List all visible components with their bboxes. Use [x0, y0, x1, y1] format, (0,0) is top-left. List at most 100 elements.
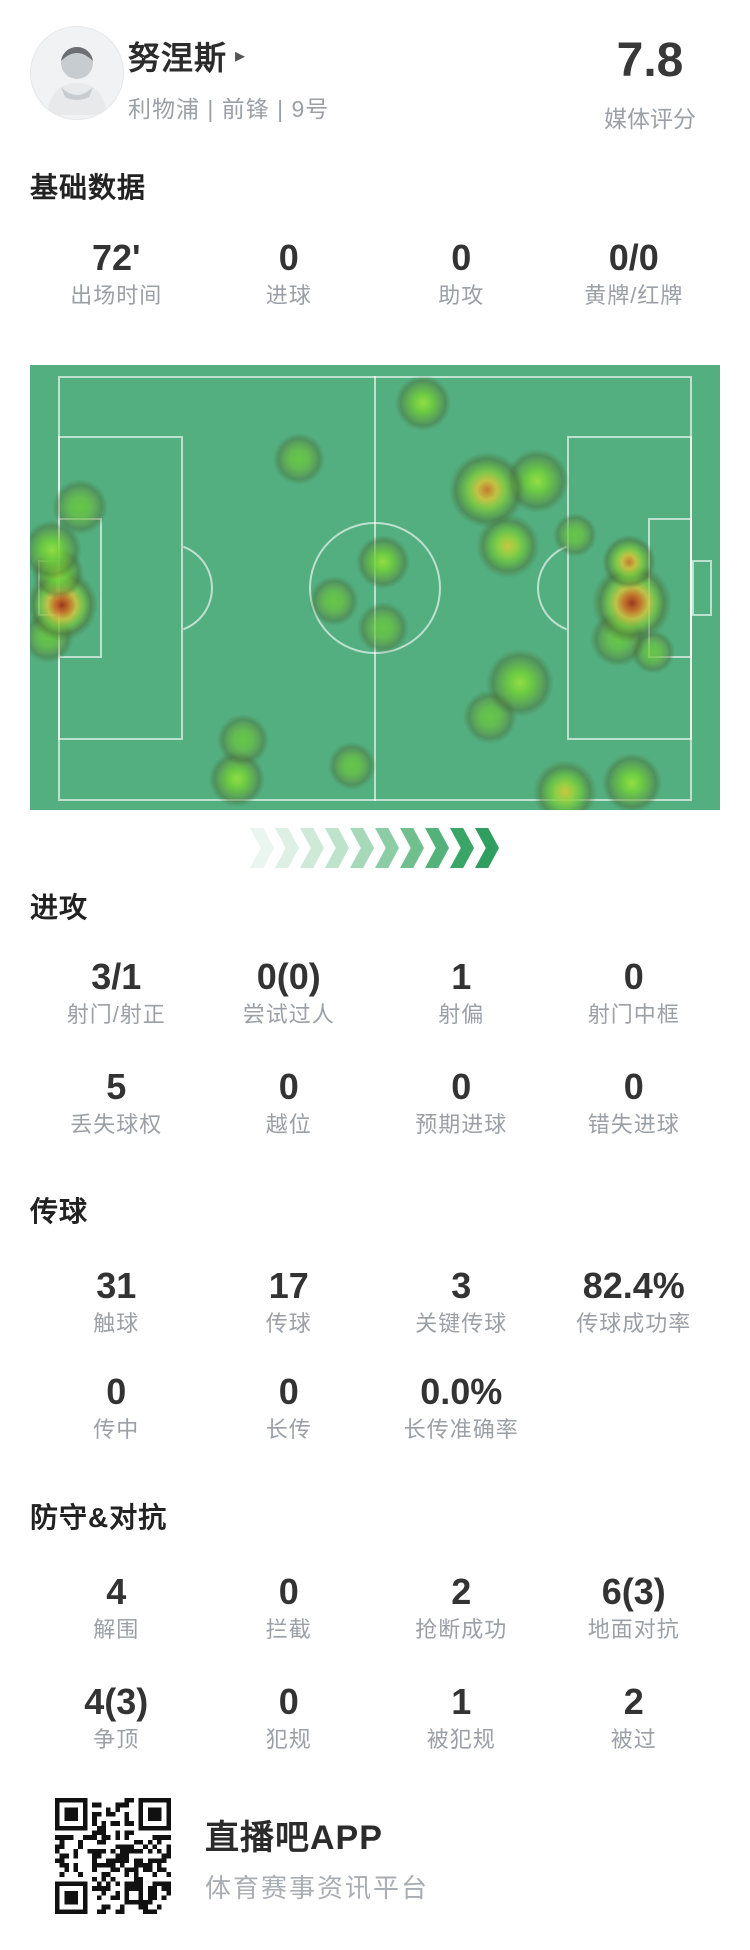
stat-label: 长传 [265, 1417, 312, 1442]
attack-stats-row-2: 5 丢失球权 0 越位 0 预期进球 0 错失进球 [30, 1067, 720, 1139]
stat-value: 0 [278, 1681, 299, 1722]
stat-cell: 0 射门中框 [548, 957, 721, 1029]
stat-label: 关键传球 [415, 1311, 508, 1336]
chevron-icon [300, 828, 324, 868]
stat-value: 31 [96, 1265, 137, 1306]
app-tagline: 体育赛事资讯平台 [205, 1873, 430, 1903]
stat-cell: 0 传中 [30, 1372, 203, 1444]
stat-label: 争顶 [93, 1727, 140, 1752]
stat-value: 0 [278, 1371, 299, 1412]
media-rating: 7.8 媒体评分 [590, 34, 710, 134]
stat-cell: 0(0) 尝试过人 [203, 957, 376, 1029]
chevron-icon [350, 828, 374, 868]
stat-cell: 1 被犯规 [375, 1682, 548, 1754]
stat-value: 0 [278, 1066, 299, 1107]
stat-cell: 0 越位 [203, 1067, 376, 1139]
stat-value: 2 [451, 1571, 472, 1612]
chevron-icon [275, 828, 299, 868]
chevron-icon [375, 828, 399, 868]
stat-label: 传中 [93, 1417, 140, 1442]
section-title-basic: 基础数据 [30, 172, 147, 203]
stat-value: 0 [451, 1066, 472, 1107]
player-avatar[interactable] [30, 26, 124, 120]
stat-value: 82.4% [582, 1265, 685, 1306]
stat-label: 地面对抗 [587, 1617, 680, 1642]
player-meta: 利物浦 | 前锋 | 9号 [128, 96, 330, 122]
stat-label: 黄牌/红牌 [584, 283, 684, 308]
stat-label: 助攻 [438, 283, 485, 308]
stat-cell: 2 被过 [548, 1682, 721, 1754]
stat-cell: 17 传球 [203, 1266, 376, 1338]
passing-stats-row-1: 31 触球 17 传球 3 关键传球 82.4% 传球成功率 [30, 1266, 720, 1338]
stat-value: 0 [278, 1571, 299, 1612]
passing-stats-row-2: 0 传中 0 长传 0.0% 长传准确率 [30, 1372, 720, 1444]
stat-value: 0 [623, 956, 644, 997]
stat-value: 0(0) [256, 956, 321, 997]
stat-label: 抢断成功 [415, 1617, 508, 1642]
stat-value: 0 [451, 237, 472, 278]
stat-label: 出场时间 [70, 283, 163, 308]
stat-cell: 0 犯规 [203, 1682, 376, 1754]
stat-cell: 0 错失进球 [548, 1067, 721, 1139]
stat-cell: 3/1 射门/射正 [30, 957, 203, 1029]
stat-value: 1 [451, 956, 472, 997]
media-rating-value: 7.8 [616, 34, 684, 87]
chevron-arrows-divider [0, 828, 750, 868]
stat-cell: 3 关键传球 [375, 1266, 548, 1338]
stat-label: 被过 [610, 1727, 657, 1752]
qr-code [55, 1798, 171, 1914]
stat-value: 4 [106, 1571, 127, 1612]
stat-value: 0 [278, 237, 299, 278]
media-rating-label: 媒体评分 [604, 106, 696, 132]
defense-stats-row-1: 4 解围 0 拦截 2 抢断成功 6(3) 地面对抗 [30, 1572, 720, 1644]
stat-label: 被犯规 [426, 1727, 496, 1752]
stat-label: 传球成功率 [576, 1311, 692, 1336]
stat-cell: 0 长传 [203, 1372, 376, 1444]
stat-value: 3/1 [91, 956, 142, 997]
stat-label: 错失进球 [587, 1112, 680, 1137]
basic-stats-row: 72' 出场时间 0 进球 0 助攻 0/0 黄牌/红牌 [30, 238, 720, 310]
player-heatmap [30, 365, 720, 810]
stat-value: 6(3) [601, 1571, 666, 1612]
stat-label: 解围 [93, 1617, 140, 1642]
stat-value: 0 [623, 1066, 644, 1107]
chevron-icon [475, 828, 499, 868]
stat-label: 长传准确率 [403, 1417, 519, 1442]
defense-stats-row-2: 4(3) 争顶 0 犯规 1 被犯规 2 被过 [30, 1682, 720, 1754]
heatmap-layer [30, 365, 720, 810]
attack-stats-row-1: 3/1 射门/射正 0(0) 尝试过人 1 射偏 0 射门中框 [30, 957, 720, 1029]
chevron-icon [325, 828, 349, 868]
chevron-icon [400, 828, 424, 868]
stat-cell: 72' 出场时间 [30, 238, 203, 310]
section-title-defense: 防守&对抗 [30, 1502, 168, 1533]
stat-cell: 0 预期进球 [375, 1067, 548, 1139]
player-photo-placeholder [31, 27, 123, 119]
stat-cell: 4(3) 争顶 [30, 1682, 203, 1754]
stat-value: 0/0 [608, 237, 659, 278]
stat-cell: 0 拦截 [203, 1572, 376, 1644]
stat-label: 尝试过人 [242, 1002, 335, 1027]
stat-label: 预期进球 [415, 1112, 508, 1137]
stat-value: 72' [91, 237, 141, 278]
stat-value: 4(3) [84, 1681, 149, 1722]
stat-value: 0 [106, 1371, 127, 1412]
section-title-attack: 进攻 [30, 892, 89, 923]
stat-label: 射偏 [438, 1002, 485, 1027]
stat-cell: 1 射偏 [375, 957, 548, 1029]
stat-label: 进球 [265, 283, 312, 308]
player-name-row[interactable]: 努涅斯 ▸ [128, 36, 245, 76]
stat-cell: 4 解围 [30, 1572, 203, 1644]
stat-cell: 0/0 黄牌/红牌 [548, 238, 721, 310]
stat-label: 犯规 [265, 1727, 312, 1752]
stat-cell: 82.4% 传球成功率 [548, 1266, 721, 1338]
chevron-icon [450, 828, 474, 868]
stat-label: 射门/射正 [66, 1002, 166, 1027]
stat-cell: 5 丢失球权 [30, 1067, 203, 1139]
stat-label: 触球 [93, 1311, 140, 1336]
chevron-icon [250, 828, 274, 868]
stat-label: 射门中框 [587, 1002, 680, 1027]
stat-label: 丢失球权 [70, 1112, 163, 1137]
stat-label: 越位 [265, 1112, 312, 1137]
stat-value: 17 [268, 1265, 309, 1306]
